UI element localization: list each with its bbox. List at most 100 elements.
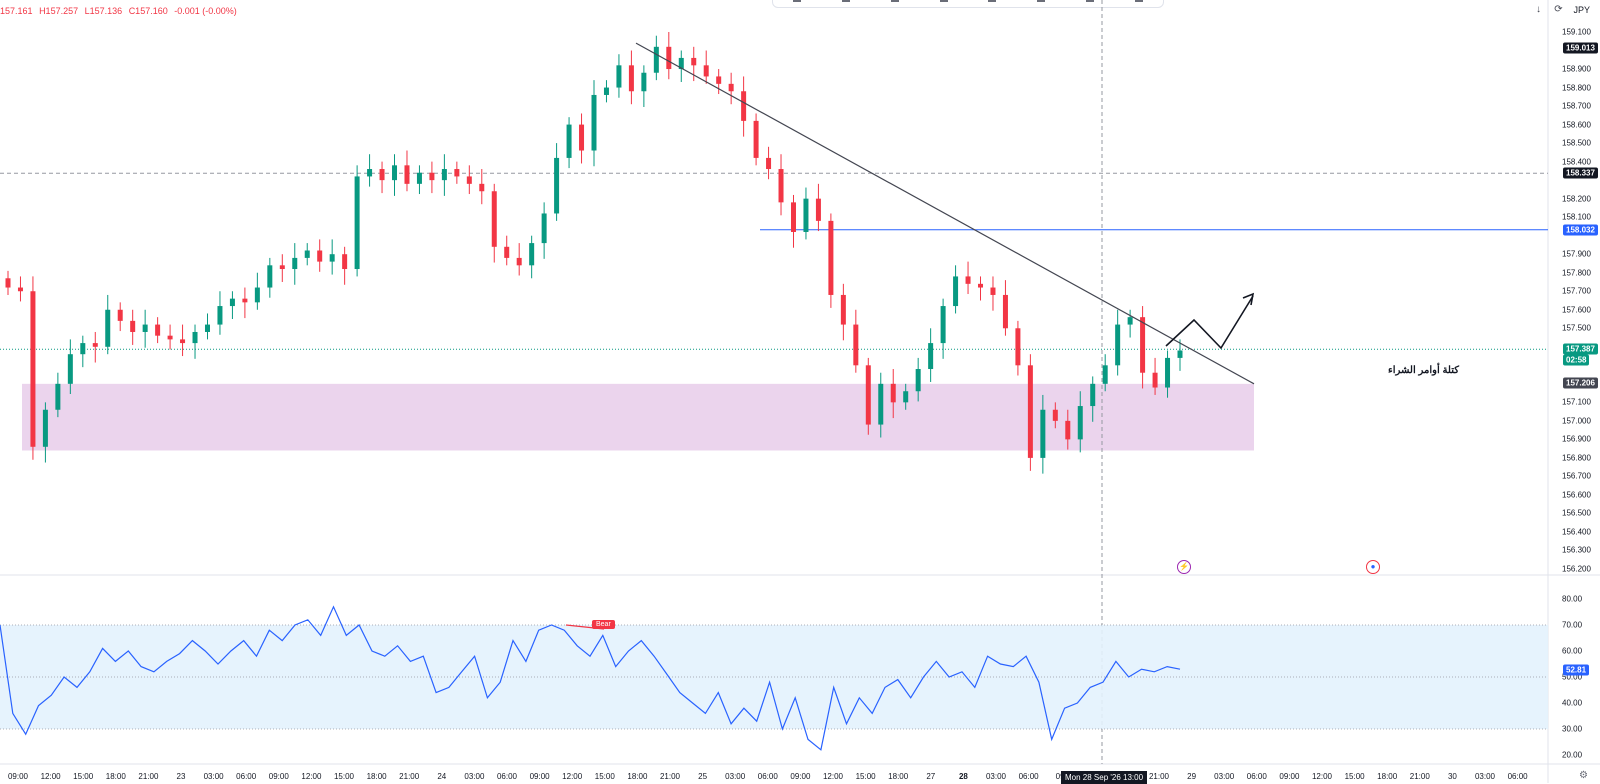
candle-body: [1027, 365, 1033, 458]
toolbar-tool[interactable]: [1037, 0, 1046, 2]
price-tick-label: 159.100: [1562, 27, 1591, 37]
time-tick-label: 18:00: [1377, 772, 1398, 781]
candle-body: [42, 409, 48, 447]
time-tick-label: 21:00: [1148, 772, 1170, 781]
time-tick-label: 15:00: [1344, 772, 1365, 781]
toolbar-tool[interactable]: [890, 0, 899, 2]
price-badge: 157.206: [1563, 377, 1598, 389]
candle-body: [17, 287, 23, 292]
price-tick-label: 156.600: [1562, 490, 1591, 500]
candle-body: [404, 165, 410, 184]
buy-order-block-label[interactable]: كتلة أوامر الشراء: [1388, 365, 1460, 376]
candle-body: [878, 383, 884, 425]
candle-body: [1077, 406, 1083, 440]
candle-body: [815, 198, 821, 221]
candle-body: [267, 265, 273, 288]
projection-path: [1165, 295, 1254, 350]
rsi-tick-label: 30.00: [1562, 724, 1583, 734]
time-tick-label: 18:00: [627, 772, 648, 781]
candle-body: [367, 169, 373, 177]
candle-body: [254, 287, 260, 303]
candle-body: [1140, 317, 1146, 373]
refresh-icon[interactable]: ⟳: [1554, 4, 1563, 15]
ohlc-readout: 157.161 H157.257 L157.136 C157.160 -0.00…: [0, 6, 241, 16]
lightning-event-icon[interactable]: ⚡: [1177, 560, 1191, 574]
price-tick-label: 156.800: [1562, 453, 1591, 463]
candle-body: [242, 298, 248, 303]
candle-body: [1177, 350, 1183, 358]
time-tick-label: 06:00: [757, 772, 778, 781]
price-tick-label: 158.500: [1562, 138, 1591, 148]
candle-body: [292, 257, 298, 270]
arrow-down-icon[interactable]: ↓: [1535, 4, 1541, 15]
price-tick-label: 157.800: [1562, 268, 1591, 278]
candle-body: [529, 243, 535, 266]
candle-body: [229, 298, 235, 307]
bear-divergence-badge[interactable]: Bear: [592, 620, 615, 629]
rsi-tick-label: 20.00: [1562, 750, 1583, 760]
candle-body: [30, 291, 36, 447]
time-tick-label: 03:00: [464, 772, 485, 781]
candle-body: [454, 169, 460, 177]
open-value: 157.161: [0, 6, 33, 16]
time-tick-label: 12:00: [40, 772, 61, 781]
candle-body: [1040, 409, 1046, 458]
candle-body: [853, 324, 859, 366]
candle-body: [840, 294, 846, 325]
candle-body: [80, 343, 86, 355]
time-tick-label: 15:00: [333, 772, 355, 781]
time-tick-label: 30: [1447, 772, 1457, 781]
candle-body: [940, 306, 946, 344]
candle-body: [554, 157, 560, 214]
candle-body: [1115, 324, 1121, 366]
candle-body: [317, 250, 323, 262]
candle-body: [591, 94, 597, 151]
toolbar-tool[interactable]: [939, 0, 948, 2]
candle-body: [130, 320, 136, 332]
rsi-current-badge: 52.81: [1563, 664, 1590, 676]
candle-body: [1002, 294, 1008, 329]
price-tick-label: 156.400: [1562, 527, 1591, 537]
toolbar-tool[interactable]: [1134, 0, 1143, 2]
toolbar-tool[interactable]: [988, 0, 997, 2]
candle-body: [429, 172, 435, 181]
time-tick-label: 15:00: [73, 772, 94, 781]
candle-body: [990, 287, 996, 295]
time-tick-label: 09:00: [529, 772, 550, 781]
time-tick-label: 24: [437, 772, 447, 781]
time-tick-label: 12:00: [562, 772, 583, 781]
time-tick-label: 12:00: [822, 772, 844, 781]
rsi-tick-label: 40.00: [1562, 698, 1583, 708]
toolbar-tool[interactable]: [1085, 0, 1094, 2]
time-tick-label: 06:00: [1018, 772, 1039, 781]
candle-body: [1090, 383, 1096, 407]
candle-body: [703, 65, 709, 77]
candle-body: [653, 46, 659, 73]
candle-body: [691, 57, 697, 66]
candle-body: [491, 191, 497, 247]
floating-drawing-toolbar[interactable]: [772, 0, 1164, 8]
candle-body: [616, 65, 622, 88]
us-flag-event-icon[interactable]: ●: [1366, 560, 1380, 574]
candle-body: [790, 202, 796, 232]
candle-body: [803, 198, 809, 232]
time-tick-label: 06:00: [1246, 772, 1267, 781]
price-tick-label: 158.600: [1562, 120, 1591, 130]
toolbar-tool[interactable]: [842, 0, 851, 2]
time-tick-label: 25: [698, 772, 708, 781]
candle-body: [1102, 365, 1108, 384]
price-badge: 02:58: [1563, 354, 1590, 366]
time-tick-label: 15:00: [594, 772, 615, 781]
candle-body: [579, 124, 585, 151]
high-value: H157.257: [39, 6, 79, 16]
price-tick-label: 158.100: [1562, 212, 1591, 222]
gear-icon[interactable]: ⚙: [1579, 770, 1588, 781]
low-value: L157.136: [84, 6, 123, 16]
candle-body: [105, 309, 111, 347]
time-tick-label: 03:00: [985, 772, 1007, 781]
currency-label[interactable]: JPY: [1573, 5, 1590, 15]
toolbar-tool[interactable]: [793, 0, 802, 2]
descending-trendline: [635, 42, 1255, 385]
price-tick-label: 156.900: [1562, 434, 1591, 444]
